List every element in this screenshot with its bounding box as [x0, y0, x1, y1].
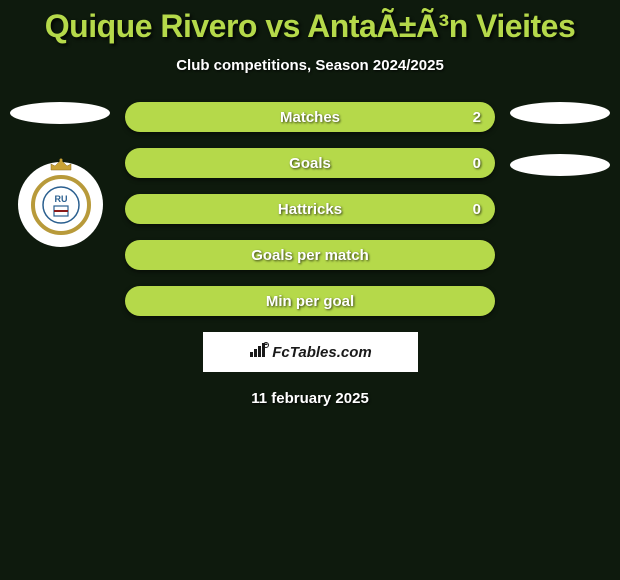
stat-value-right: 0 — [473, 201, 481, 218]
stat-bar-matches: Matches 2 — [125, 102, 495, 132]
player-right-placeholder-2 — [510, 154, 610, 176]
club-emblem-left: RU — [18, 162, 103, 247]
branding-box[interactable]: FcTables.com — [203, 332, 418, 372]
stat-value-right: 0 — [473, 155, 481, 172]
date-line: 11 february 2025 — [0, 390, 620, 407]
main-area: RU Matches 2 Goals 0 Hattricks 0 — [0, 102, 620, 316]
branding-text: FcTables.com — [248, 342, 371, 362]
stat-label: Matches — [280, 109, 340, 126]
stat-bar-min-per-goal: Min per goal — [125, 286, 495, 316]
stat-bar-goals-per-match: Goals per match — [125, 240, 495, 270]
branding-label: FcTables.com — [272, 344, 371, 361]
stat-value-right: 2 — [473, 109, 481, 126]
stat-label: Goals — [289, 155, 331, 172]
stat-label: Min per goal — [266, 293, 354, 310]
player-right-placeholder-1 — [510, 102, 610, 124]
svg-text:RU: RU — [54, 194, 67, 204]
left-column: RU — [10, 102, 110, 316]
emblem-inner: RU — [31, 175, 91, 235]
right-column — [510, 102, 610, 316]
chart-icon — [248, 342, 270, 362]
stats-column: Matches 2 Goals 0 Hattricks 0 Goals per … — [125, 102, 495, 316]
stat-bar-goals: Goals 0 — [125, 148, 495, 178]
subtitle: Club competitions, Season 2024/2025 — [0, 57, 620, 74]
stat-bar-hattricks: Hattricks 0 — [125, 194, 495, 224]
crown-icon — [49, 158, 73, 172]
stat-label: Hattricks — [278, 201, 342, 218]
player-left-placeholder — [10, 102, 110, 124]
stat-label: Goals per match — [251, 247, 369, 264]
page-title: Quique Rivero vs AntaÃ±Ã³n Vieites — [0, 8, 620, 45]
